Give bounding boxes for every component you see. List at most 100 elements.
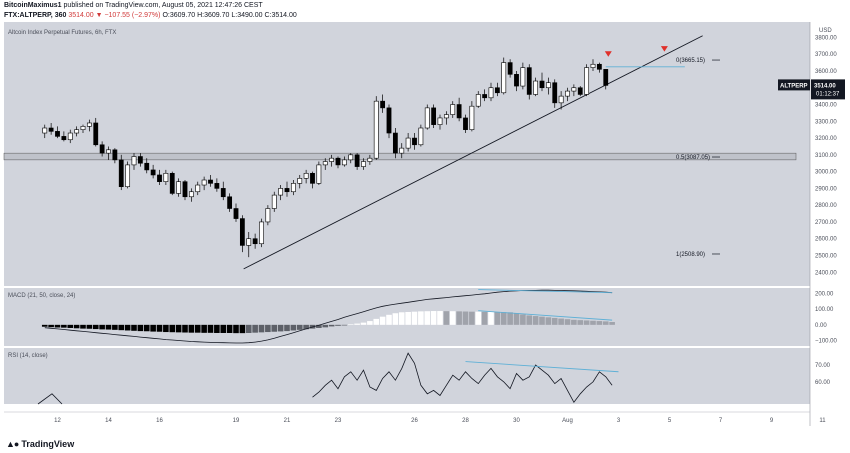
candle-body	[482, 94, 488, 99]
candle-body	[208, 179, 213, 184]
candle-body	[348, 154, 354, 161]
x-tick-label: 26	[411, 418, 418, 424]
macd-histogram-bar	[169, 324, 176, 333]
macd-histogram-bar	[513, 313, 520, 325]
macd-histogram-bar	[430, 311, 437, 325]
price-tag	[811, 79, 845, 100]
chart-canvas[interactable]: Altcoin Index Perpetual Futures, 6h, FTX…	[0, 22, 850, 437]
macd-histogram-bar	[373, 318, 380, 325]
rsi-divergence-line	[465, 361, 619, 373]
candle-body	[539, 80, 545, 89]
macd-histogram-bar	[118, 324, 125, 331]
x-tick-label: 30	[513, 418, 520, 424]
ohlc-high: H:3609.70	[197, 12, 230, 19]
macd-histogram-bar	[175, 324, 182, 333]
macd-histogram-bar	[398, 312, 405, 325]
macd-histogram-bar	[67, 324, 74, 328]
y-tick-label: 3300.00	[815, 119, 837, 125]
macd-histogram-bar	[156, 324, 163, 332]
candle-body	[520, 67, 526, 87]
brand-label: TradingView	[21, 439, 75, 449]
rsi-pane	[4, 348, 810, 404]
tradingview-brand[interactable]: ▲● TradingView	[6, 439, 74, 449]
x-tick-label: 3	[617, 418, 621, 424]
candle-body	[106, 149, 111, 154]
y-tick-label: 3400.00	[815, 103, 837, 109]
y-tick-label: 3100.00	[815, 153, 837, 159]
macd-histogram-bar	[360, 322, 367, 325]
candle-body	[157, 174, 162, 182]
candle-body	[195, 184, 201, 193]
candle-body	[514, 74, 519, 87]
candle-body	[507, 62, 513, 75]
macd-histogram-bar	[233, 324, 239, 334]
macd-histogram-bar	[367, 321, 373, 325]
candle-body	[456, 104, 462, 119]
macd-histogram-bar	[163, 324, 169, 333]
x-tick-label: Aug	[562, 418, 573, 424]
macd-histogram-bar	[411, 311, 418, 325]
symbol-line: FTX:ALTPERP, 360 3514.00 ▼ −107.55 (−2.9…	[4, 12, 297, 19]
fib-level-label: 0(3665.15)	[676, 58, 705, 64]
macd-histogram-bar	[551, 317, 558, 325]
macd-histogram-bar	[137, 324, 144, 332]
candle-body	[361, 161, 366, 167]
macd-histogram-bar	[481, 311, 488, 325]
publisher-name[interactable]: BitcoinMaximus1	[4, 2, 62, 9]
ohlc-close: C:3514.00	[264, 12, 297, 19]
macd-histogram-bar	[424, 311, 431, 325]
macd-histogram-bar	[564, 319, 571, 325]
candle-body	[577, 87, 583, 95]
x-tick-label: 12	[54, 418, 61, 424]
macd-histogram-bar	[239, 324, 246, 334]
macd-histogram-bar	[602, 321, 609, 325]
candle-body	[252, 238, 258, 245]
macd-histogram-bar	[571, 319, 577, 325]
symbol-label: FTX:ALTPERP, 360	[4, 12, 67, 19]
candle-body	[590, 63, 596, 68]
x-tick-label: 28	[462, 418, 469, 424]
x-tick-label: 19	[233, 418, 240, 424]
macd-histogram-bar	[520, 314, 526, 325]
candle-body	[386, 107, 392, 134]
macd-histogram-bar	[86, 324, 93, 329]
last-price-label: 3514.00	[814, 83, 836, 89]
macd-histogram-bar	[265, 324, 271, 333]
candle-body	[469, 105, 475, 130]
macd-histogram-bar	[296, 324, 303, 330]
macd-histogram-bar	[500, 312, 507, 325]
rsi-line-fragment	[37, 393, 63, 405]
candle-body	[552, 82, 558, 104]
candle-body	[86, 122, 92, 127]
macd-histogram-bar	[220, 324, 227, 333]
macd-histogram-bar	[507, 312, 513, 325]
candle-body	[67, 132, 73, 141]
macd-histogram-bar	[405, 311, 411, 325]
y-tick-label: 2700.00	[815, 220, 837, 226]
candle-body	[399, 147, 405, 154]
macd-histogram-bar	[143, 324, 150, 332]
macd-histogram-bar	[609, 322, 615, 325]
y-tick-label: 2400.00	[815, 270, 837, 276]
candle-body	[533, 80, 539, 95]
candle-body	[310, 172, 315, 184]
candle-body	[246, 238, 252, 246]
macd-histogram-bar	[379, 316, 386, 325]
macd-histogram-bar	[303, 324, 309, 330]
macd-tick-label: 100.00	[815, 307, 834, 313]
candle-body	[494, 87, 500, 94]
candle-body	[418, 127, 424, 146]
macd-histogram-bar	[131, 324, 137, 331]
macd-histogram-bar	[475, 311, 482, 325]
candle-body	[137, 156, 143, 164]
macd-divergence-line	[478, 289, 613, 294]
macd-histogram-bar	[48, 324, 54, 328]
macd-histogram-bar	[418, 311, 424, 325]
candle-body	[501, 62, 507, 94]
macd-histogram-bar	[347, 324, 354, 325]
symbol-tag	[778, 79, 810, 91]
macd-histogram-bar	[92, 324, 99, 330]
candle-body	[239, 218, 245, 246]
candle-body	[392, 132, 398, 154]
candle-body	[201, 179, 207, 186]
